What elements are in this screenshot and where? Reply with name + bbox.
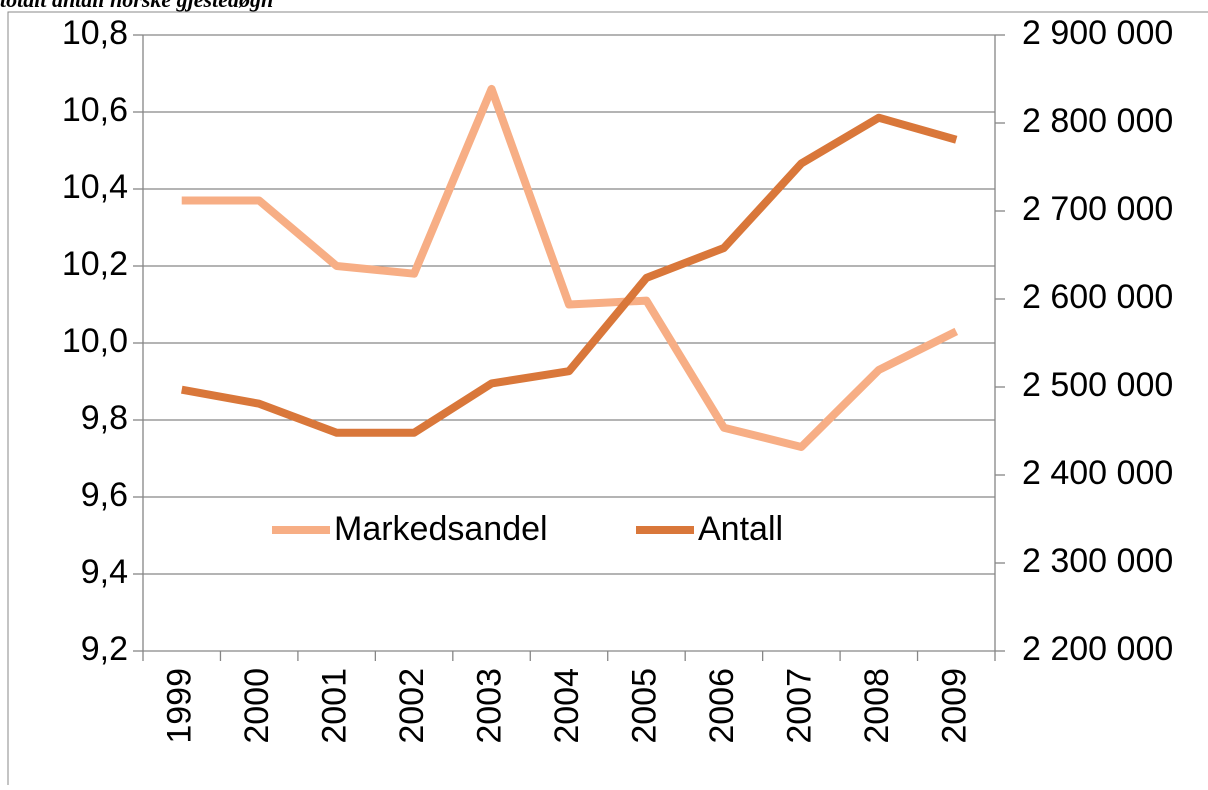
x-tick-label: 2004 — [548, 668, 586, 744]
series-line — [181, 84, 959, 451]
x-tick-label: 2009 — [935, 668, 973, 744]
x-tick-label: 1999 — [161, 668, 199, 744]
y2-tick-label: 2 400 000 — [1022, 454, 1173, 492]
series-line — [181, 113, 958, 437]
y2-tick-label: 2 200 000 — [1022, 630, 1173, 668]
chart-title: totalt antall norske gjestedøgn — [0, 0, 273, 12]
x-tick-label: 2006 — [703, 668, 741, 744]
legend-label: Antall — [698, 510, 783, 548]
x-tick-label: 2000 — [238, 668, 276, 744]
y2-tick-label: 2 900 000 — [1022, 14, 1173, 52]
chart-frame — [7, 11, 1208, 790]
y-tick-label: 10,0 — [62, 322, 128, 360]
x-tick-label: 2001 — [316, 668, 354, 744]
x-tick-label: 2005 — [625, 668, 663, 744]
x-tick-label: 2007 — [780, 668, 818, 744]
x-tick-label: 2008 — [858, 668, 896, 744]
legend-label: Markedsandel — [334, 510, 548, 548]
y2-tick-label: 2 600 000 — [1022, 278, 1173, 316]
y2-tick-label: 2 700 000 — [1022, 190, 1173, 228]
x-tick-label: 2003 — [471, 668, 509, 744]
y-tick-label: 9,2 — [81, 630, 128, 668]
x-tick-label: 2002 — [393, 668, 431, 744]
y-tick-label: 10,6 — [62, 91, 128, 129]
y2-tick-label: 2 500 000 — [1022, 366, 1173, 404]
y-tick-label: 10,8 — [62, 14, 128, 52]
y2-tick-label: 2 800 000 — [1022, 102, 1173, 140]
y-tick-label: 9,4 — [81, 553, 128, 591]
y-tick-label: 10,4 — [62, 168, 128, 206]
y2-tick-label: 2 300 000 — [1022, 542, 1173, 580]
y-tick-label: 9,8 — [81, 399, 128, 437]
y-tick-label: 9,6 — [81, 476, 128, 514]
y-tick-label: 10,2 — [62, 245, 128, 283]
